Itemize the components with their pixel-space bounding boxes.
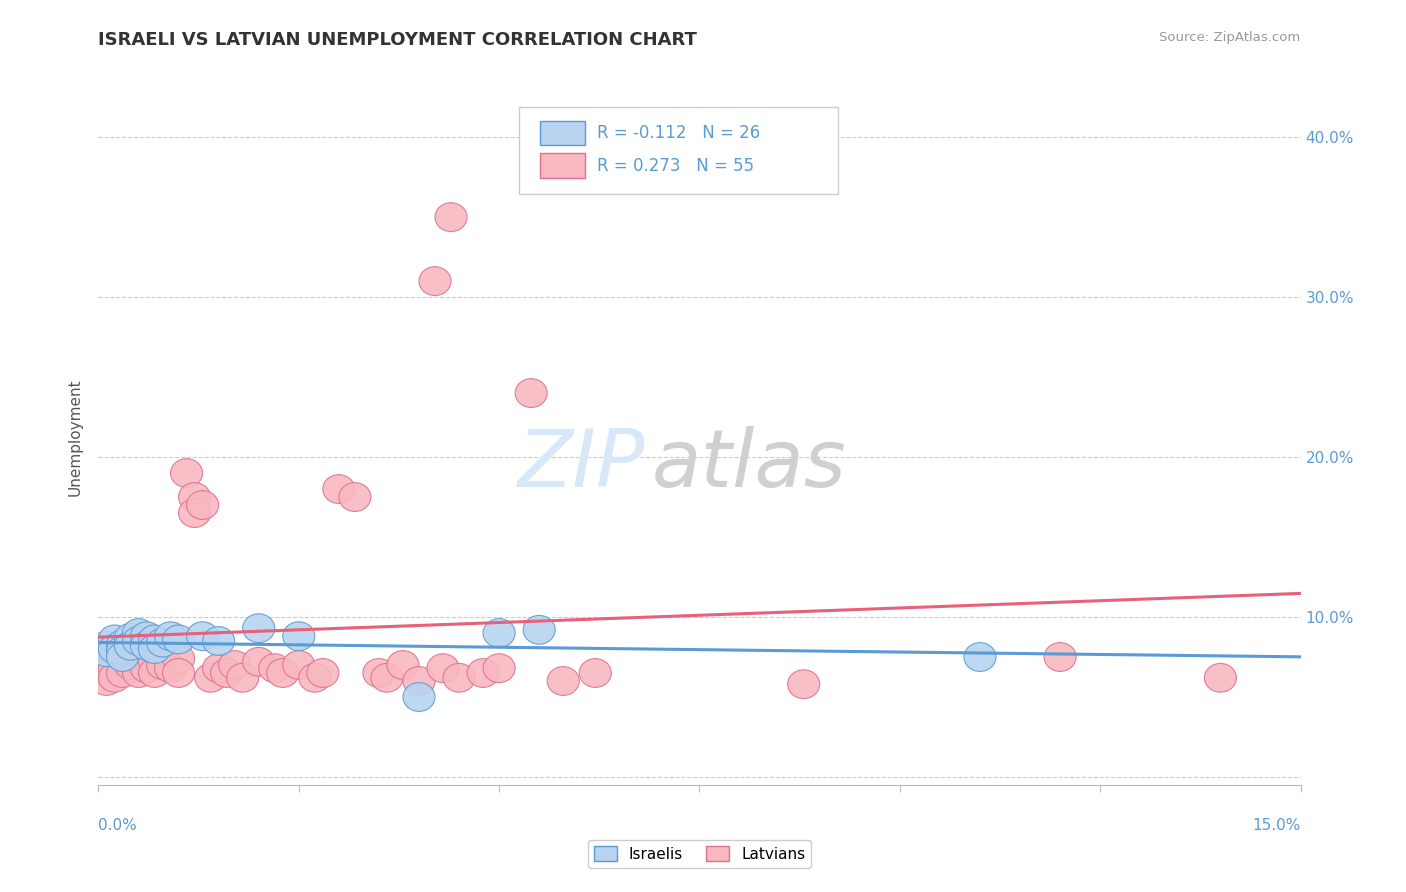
Ellipse shape: [139, 648, 170, 676]
Ellipse shape: [419, 267, 451, 295]
Legend: Israelis, Latvians: Israelis, Latvians: [588, 839, 811, 868]
Ellipse shape: [547, 666, 579, 696]
Text: R = -0.112   N = 26: R = -0.112 N = 26: [598, 124, 761, 142]
Ellipse shape: [194, 664, 226, 692]
Ellipse shape: [139, 625, 170, 654]
Text: 15.0%: 15.0%: [1253, 818, 1301, 832]
Ellipse shape: [122, 658, 155, 688]
Ellipse shape: [523, 615, 555, 644]
Ellipse shape: [170, 458, 202, 487]
Ellipse shape: [259, 654, 291, 682]
Ellipse shape: [146, 638, 179, 666]
Ellipse shape: [283, 622, 315, 650]
Ellipse shape: [179, 499, 211, 527]
Ellipse shape: [387, 650, 419, 680]
Ellipse shape: [131, 622, 163, 650]
Ellipse shape: [98, 664, 131, 692]
Ellipse shape: [404, 666, 434, 696]
Ellipse shape: [90, 638, 122, 666]
Ellipse shape: [467, 658, 499, 688]
Ellipse shape: [434, 202, 467, 232]
Ellipse shape: [122, 634, 155, 664]
Text: ISRAELI VS LATVIAN UNEMPLOYMENT CORRELATION CHART: ISRAELI VS LATVIAN UNEMPLOYMENT CORRELAT…: [98, 31, 697, 49]
Ellipse shape: [484, 619, 515, 648]
Ellipse shape: [90, 666, 122, 696]
Ellipse shape: [107, 658, 139, 688]
Ellipse shape: [202, 626, 235, 656]
Ellipse shape: [219, 650, 250, 680]
Ellipse shape: [107, 642, 139, 672]
Ellipse shape: [90, 632, 122, 660]
Ellipse shape: [163, 658, 194, 688]
Bar: [540, 120, 585, 145]
Ellipse shape: [787, 670, 820, 698]
Ellipse shape: [155, 622, 187, 650]
Ellipse shape: [323, 475, 354, 503]
Ellipse shape: [427, 654, 458, 682]
Ellipse shape: [579, 658, 612, 688]
Ellipse shape: [114, 632, 146, 660]
Ellipse shape: [146, 650, 179, 680]
Ellipse shape: [90, 650, 122, 680]
Ellipse shape: [1045, 642, 1076, 672]
Ellipse shape: [155, 654, 187, 682]
Ellipse shape: [267, 658, 298, 688]
Ellipse shape: [131, 632, 163, 660]
Ellipse shape: [98, 642, 131, 672]
Ellipse shape: [107, 648, 139, 676]
Ellipse shape: [163, 625, 194, 654]
Ellipse shape: [114, 624, 146, 652]
Ellipse shape: [515, 379, 547, 408]
Ellipse shape: [139, 634, 170, 664]
Ellipse shape: [339, 483, 371, 511]
Ellipse shape: [131, 642, 163, 672]
Text: 0.0%: 0.0%: [98, 818, 138, 832]
Text: atlas: atlas: [651, 425, 846, 504]
Ellipse shape: [187, 622, 219, 650]
Ellipse shape: [243, 614, 274, 642]
Ellipse shape: [107, 636, 139, 665]
Ellipse shape: [226, 664, 259, 692]
Ellipse shape: [107, 630, 139, 658]
Ellipse shape: [187, 491, 219, 519]
Ellipse shape: [98, 625, 131, 654]
Ellipse shape: [122, 619, 155, 648]
Ellipse shape: [139, 658, 170, 688]
Ellipse shape: [202, 654, 235, 682]
Ellipse shape: [363, 658, 395, 688]
Y-axis label: Unemployment: Unemployment: [67, 378, 83, 496]
Ellipse shape: [98, 634, 131, 664]
Ellipse shape: [98, 654, 131, 682]
Ellipse shape: [90, 658, 122, 688]
Ellipse shape: [443, 664, 475, 692]
Ellipse shape: [122, 646, 155, 674]
Ellipse shape: [307, 658, 339, 688]
Ellipse shape: [371, 664, 404, 692]
Ellipse shape: [484, 654, 515, 682]
Ellipse shape: [1205, 664, 1236, 692]
Ellipse shape: [114, 638, 146, 666]
Ellipse shape: [122, 626, 155, 656]
Text: ZIP: ZIP: [517, 425, 645, 504]
Ellipse shape: [179, 483, 211, 511]
Ellipse shape: [146, 628, 179, 657]
Ellipse shape: [211, 658, 243, 688]
Text: Source: ZipAtlas.com: Source: ZipAtlas.com: [1160, 31, 1301, 45]
Ellipse shape: [965, 642, 995, 672]
FancyBboxPatch shape: [519, 106, 838, 194]
Ellipse shape: [299, 664, 330, 692]
Ellipse shape: [243, 648, 274, 676]
Ellipse shape: [131, 654, 163, 682]
Ellipse shape: [163, 644, 194, 673]
Text: R = 0.273   N = 55: R = 0.273 N = 55: [598, 157, 755, 175]
Ellipse shape: [404, 682, 434, 712]
Ellipse shape: [114, 650, 146, 680]
Ellipse shape: [283, 650, 315, 680]
Bar: [540, 153, 585, 178]
